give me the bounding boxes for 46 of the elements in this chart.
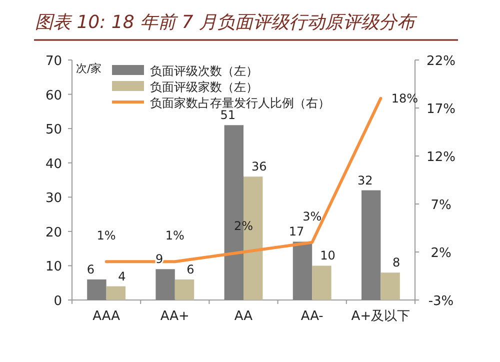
- data-label: 32: [357, 173, 373, 188]
- data-label: 17: [288, 224, 304, 239]
- bar: [174, 279, 194, 300]
- data-label: 10: [320, 248, 336, 263]
- y-tick-label: 50: [45, 122, 62, 138]
- data-label: 4: [118, 269, 126, 284]
- bar: [380, 272, 400, 300]
- y-tick-label: 70: [45, 54, 62, 69]
- x-tick-label: A+及以下: [351, 309, 410, 324]
- x-tick-label: AA: [234, 309, 253, 324]
- y-tick-label: 10: [45, 260, 62, 275]
- data-label: 6: [86, 262, 95, 276]
- data-label: 1%: [96, 228, 116, 243]
- y2-tick-label: 7%: [430, 198, 452, 213]
- y2-tick-label: 17%: [426, 102, 456, 117]
- y2-tick-label: 22%: [426, 54, 456, 69]
- legend-label: 负面评级家数（左）: [150, 80, 258, 94]
- x-tick-label: AA+: [160, 309, 190, 324]
- data-label: 1%: [165, 228, 184, 243]
- bar: [106, 286, 126, 300]
- legend-label: 负面评级次数（左）: [150, 64, 258, 78]
- y2-tick-label: 12%: [426, 150, 456, 165]
- y-axis-title: 次/家: [76, 62, 102, 75]
- data-label: 3%: [302, 209, 322, 224]
- bar: [361, 190, 381, 300]
- y-tick-label: 0: [54, 294, 62, 309]
- data-label: 6: [186, 262, 194, 276]
- y-tick-label: 40: [45, 156, 62, 172]
- x-tick-label: AAA: [92, 309, 120, 324]
- data-label: 36: [251, 160, 267, 174]
- y-tick-label: 60: [45, 88, 62, 104]
- data-label: 2%: [234, 219, 254, 233]
- bar: [292, 242, 312, 300]
- x-tick-label: AA-: [300, 309, 324, 324]
- bar: [87, 279, 106, 300]
- data-label: 18%: [391, 91, 418, 106]
- y2-tick-label: 2%: [430, 246, 452, 261]
- y2-tick-label: -3%: [428, 294, 454, 309]
- legend-label: 负面家数占存量发行人比例（右）: [150, 96, 330, 110]
- chart-title: 图表 10: 18 年前 7 月负面评级行动原评级分布: [35, 12, 418, 33]
- bar: [156, 269, 175, 300]
- data-label: 8: [392, 256, 400, 270]
- bar: [312, 266, 332, 300]
- y-tick-label: 20: [45, 225, 62, 240]
- data-label: 51: [220, 108, 236, 122]
- y-tick-label: 30: [45, 191, 62, 206]
